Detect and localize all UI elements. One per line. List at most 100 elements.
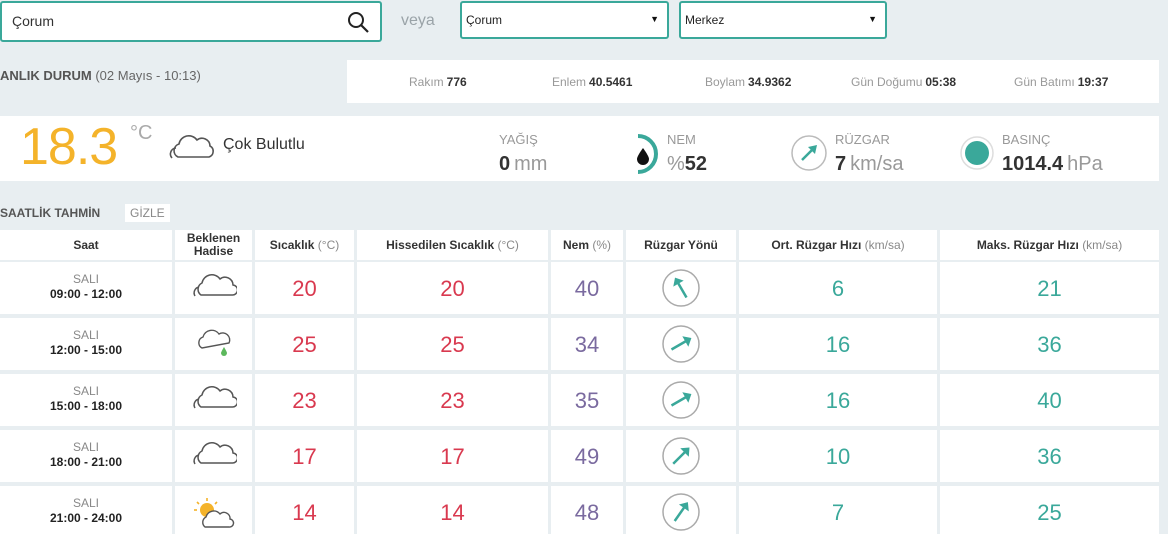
precipitation-value: 0 mm — [499, 153, 548, 175]
altitude: Rakım 776 — [409, 75, 467, 89]
table-cell: 23 — [357, 374, 548, 426]
table-cell: 25 — [357, 318, 548, 370]
row-max-wind: 25 — [1037, 500, 1062, 525]
sunrise: Gün Doğumu 05:38 — [851, 75, 957, 89]
row-humidity: 40 — [574, 276, 600, 301]
province-select-value: Çorum — [466, 13, 503, 27]
search-input[interactable] — [2, 3, 332, 39]
table-cell — [626, 430, 736, 482]
row-temperature: 14 — [292, 500, 317, 525]
row-day: SALI — [72, 272, 99, 286]
row-hours: 09:00 - 12:00 — [49, 287, 123, 301]
table-cell: 48 — [551, 486, 623, 534]
table-cell: SALI 18:00 - 21:00 — [0, 430, 172, 482]
header-nem: Nem (%) — [551, 230, 623, 260]
current-status-date: (02 Mayıs - 10:13) — [95, 68, 201, 83]
table-cell: SALI 12:00 - 15:00 — [0, 318, 172, 370]
chevron-down-icon: ▼ — [868, 14, 877, 24]
wind-direction-icon — [626, 380, 736, 425]
table-cell: 20 — [255, 262, 354, 314]
row-hours: 21:00 - 24:00 — [49, 511, 123, 525]
latitude: Enlem 40.5461 — [552, 75, 633, 89]
table-cell: 7 — [739, 486, 937, 534]
hide-button[interactable]: GİZLE — [125, 204, 170, 222]
wind-direction-icon — [791, 135, 827, 171]
table-cell: 10 — [739, 430, 937, 482]
cloudy-icon — [169, 135, 214, 159]
table-cell: 16 — [739, 374, 937, 426]
table-cell — [626, 486, 736, 534]
row-hours: 15:00 - 18:00 — [49, 399, 123, 413]
row-avg-wind: 16 — [825, 332, 851, 357]
row-avg-wind: 7 — [831, 500, 845, 525]
row-feels-like: 20 — [440, 276, 465, 301]
sunset: Gün Batımı 19:37 — [1014, 75, 1109, 89]
row-humidity: 49 — [574, 444, 600, 469]
location-info-bar: Rakım 776 Enlem 40.5461 Boylam 34.9362 Gün … — [347, 60, 1159, 103]
row-day: SALI — [72, 328, 99, 342]
table-cell: 16 — [739, 318, 937, 370]
row-humidity: 48 — [574, 500, 600, 525]
wind-direction-icon — [626, 492, 736, 534]
table-cell — [626, 318, 736, 370]
row-avg-wind: 16 — [825, 388, 851, 413]
table-cell: SALI 09:00 - 12:00 — [0, 262, 172, 314]
row-hours: 12:00 - 15:00 — [49, 343, 123, 357]
hourly-forecast-title: SAATLİK TAHMİN — [0, 206, 101, 220]
row-feels-like: 14 — [440, 500, 465, 525]
header-saat: Saat — [0, 230, 172, 260]
row-day: SALI — [72, 384, 99, 398]
table-cell — [175, 318, 252, 370]
province-select[interactable]: Çorum ▼ — [460, 1, 669, 39]
table-cell: 17 — [255, 430, 354, 482]
table-cell: 21 — [940, 262, 1159, 314]
row-humidity: 35 — [574, 388, 600, 413]
row-humidity: 34 — [574, 332, 600, 357]
search-box[interactable] — [0, 1, 382, 42]
table-cell: 40 — [551, 262, 623, 314]
partly-cloudy-icon — [175, 496, 252, 534]
table-cell: 17 — [357, 430, 548, 482]
row-max-wind: 40 — [1037, 388, 1062, 413]
header-maks-ruzgar: Maks. Rüzgar Hızı (km/sa) — [940, 230, 1159, 260]
light-rain-icon — [175, 328, 252, 363]
row-day: SALI — [72, 496, 99, 510]
table-cell: 35 — [551, 374, 623, 426]
pressure-icon — [960, 136, 994, 170]
table-cell — [626, 262, 736, 314]
row-avg-wind: 6 — [831, 276, 845, 301]
table-cell — [175, 430, 252, 482]
weather-description: Çok Bulutlu — [223, 136, 305, 153]
row-feels-like: 23 — [440, 388, 465, 413]
table-cell: 36 — [940, 430, 1159, 482]
district-select[interactable]: Merkez ▼ — [679, 1, 887, 39]
row-feels-like: 17 — [440, 444, 465, 469]
current-weather-panel: 18.3 °C Çok Bulutlu YAĞIŞ 0 mm NEM %52 RÜ… — [0, 116, 1159, 181]
table-cell — [626, 374, 736, 426]
table-cell: SALI 21:00 - 24:00 — [0, 486, 172, 534]
row-feels-like: 25 — [440, 332, 465, 357]
cloudy-icon — [175, 384, 252, 415]
table-cell: 6 — [739, 262, 937, 314]
table-cell — [175, 262, 252, 314]
table-cell — [175, 486, 252, 534]
table-cell: 23 — [255, 374, 354, 426]
table-cell — [175, 374, 252, 426]
header-ort-ruzgar: Ort. Rüzgar Hızı (km/sa) — [739, 230, 937, 260]
row-max-wind: 36 — [1037, 332, 1062, 357]
wind-label: RÜZGAR — [835, 132, 890, 147]
row-avg-wind: 10 — [825, 444, 851, 469]
humidity-icon — [637, 134, 658, 174]
current-status-title: ANLIK DURUM (02 Mayıs - 10:13) — [0, 68, 201, 83]
table-cell: 36 — [940, 318, 1159, 370]
chevron-down-icon: ▼ — [650, 14, 659, 24]
header-sicaklik: Sıcaklık (°C) — [255, 230, 354, 260]
header-ruzgar-yonu: Rüzgar Yönü — [626, 230, 736, 260]
district-select-value: Merkez — [685, 13, 725, 27]
search-icon[interactable] — [346, 10, 370, 34]
row-temperature: 20 — [292, 276, 317, 301]
cloudy-icon — [175, 272, 252, 303]
table-cell: 25 — [940, 486, 1159, 534]
row-temperature: 25 — [292, 332, 317, 357]
cloudy-icon — [175, 440, 252, 471]
